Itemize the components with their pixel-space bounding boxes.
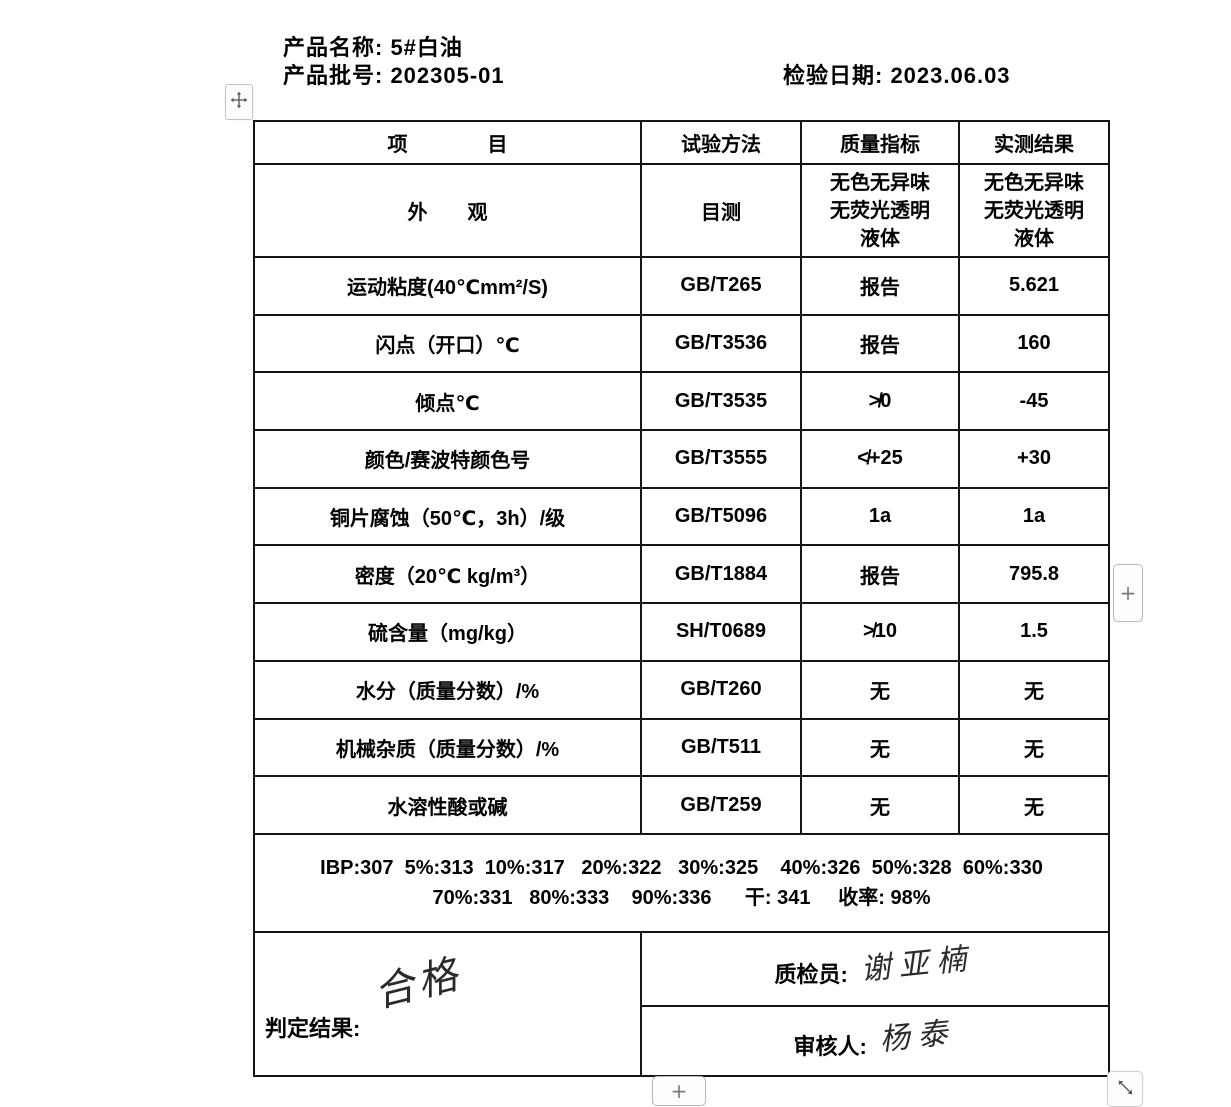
method-cell: GB/T1884 xyxy=(640,544,802,605)
spec-cell: 报告 xyxy=(800,313,960,374)
plus-icon: + xyxy=(670,1079,688,1103)
item-cell: 机械杂质（质量分数）/% xyxy=(253,717,642,778)
inspector-signature: 谢亚楠 xyxy=(859,941,977,988)
method-cell: GB/T3536 xyxy=(640,313,802,374)
item-cell: 密度（20℃ kg/m³） xyxy=(253,544,642,605)
spec-cell: 报告 xyxy=(800,544,960,605)
table-header-row: 项 目 试验方法 质量指标 实测结果 xyxy=(253,120,1110,165)
result-cell: -45 xyxy=(958,371,1110,432)
inspector-label: 质检员: xyxy=(774,961,848,987)
distillation-line-2: 70%:331 80%:333 90%:336 干: 341 收率: 98% xyxy=(432,886,931,909)
table-row: 铜片腐蚀（50℃，3h）/级 GB/T5096 1a 1a xyxy=(253,486,1110,547)
result-cell: 1.5 xyxy=(958,602,1110,662)
method-cell: GB/T265 xyxy=(640,256,802,316)
item-cell: 运动粘度(40℃mm²/S) xyxy=(253,256,642,316)
item-cell: 颜色/赛波特颜色号 xyxy=(253,429,642,489)
method-cell: GB/T511 xyxy=(640,717,802,778)
table-row: 密度（20℃ kg/m³） GB/T1884 报告 795.8 xyxy=(253,544,1110,605)
spec-cell: 无 xyxy=(800,659,960,720)
spec-cell: 无 xyxy=(800,775,960,835)
spec-cell: 报告 xyxy=(800,256,960,316)
result-cell: 无色无异味 无荧光透明 液体 xyxy=(958,163,1110,258)
table-row: 水分（质量分数）/% GB/T260 无 无 xyxy=(253,659,1110,720)
spec-cell: 1a xyxy=(800,486,960,547)
item-cell: 倾点℃ xyxy=(253,371,642,432)
table-row: 闪点（开口）℃ GB/T3536 报告 160 xyxy=(253,313,1110,374)
product-name-text: 产品名称: 5#白油 xyxy=(283,35,463,60)
method-cell: SH/T0689 xyxy=(640,602,802,662)
plus-icon: + xyxy=(1119,581,1137,605)
item-cell: 水分（质量分数）/% xyxy=(253,659,642,720)
inspector-cell: 质检员: 谢亚楠 xyxy=(640,930,1110,1007)
result-cell: 160 xyxy=(958,313,1110,374)
result-cell: 795.8 xyxy=(958,544,1110,605)
item-cell: 铜片腐蚀（50℃，3h）/级 xyxy=(253,486,642,547)
reviewer-signature: 杨泰 xyxy=(878,1015,958,1058)
table-row: 外 观 目测 无色无异味 无荧光透明 液体 无色无异味 无荧光透明 液体 xyxy=(253,163,1110,258)
insert-row-button[interactable]: + xyxy=(652,1076,706,1106)
item-cell: 外 观 xyxy=(253,163,642,258)
item-cell: 闪点（开口）℃ xyxy=(253,313,642,374)
result-cell: 无 xyxy=(958,717,1110,778)
result-cell: 5.621 xyxy=(958,256,1110,316)
table-row: 水溶性酸或碱 GB/T259 无 无 xyxy=(253,775,1110,835)
method-cell: GB/T259 xyxy=(640,775,802,835)
table-row: 硫含量（mg/kg） SH/T0689 ≯10 1.5 xyxy=(253,602,1110,662)
footer-row: 审核人: 杨泰 xyxy=(254,1004,1110,1077)
table-row: 运动粘度(40℃mm²/S) GB/T265 报告 5.621 xyxy=(253,256,1110,316)
item-cell: 硫含量（mg/kg） xyxy=(253,602,642,662)
table-row: 机械杂质（质量分数）/% GB/T511 无 无 xyxy=(253,717,1110,778)
distillation-cell: IBP:307 5%:313 10%:317 20%:322 30%:325 4… xyxy=(253,832,1110,933)
result-cell: 无 xyxy=(958,659,1110,720)
spec-cell: ≮+25 xyxy=(800,429,960,489)
inspection-date-text: 检验日期: 2023.06.03 xyxy=(783,63,1011,88)
method-cell: 目测 xyxy=(640,163,802,258)
method-cell: GB/T260 xyxy=(640,659,802,720)
verdict-label: 判定结果: xyxy=(265,1015,361,1041)
insert-column-button[interactable]: + xyxy=(1113,564,1143,622)
spec-cell: ≯10 xyxy=(800,602,960,662)
table-resize-handle[interactable] xyxy=(1107,1071,1143,1107)
resize-diagonal-icon xyxy=(1114,1076,1136,1103)
reviewer-label: 审核人: xyxy=(793,1033,867,1059)
reviewer-cell: 审核人: 杨泰 xyxy=(640,1004,1110,1077)
result-cell: 1a xyxy=(958,486,1110,547)
table-move-handle[interactable] xyxy=(225,84,253,120)
column-header-spec: 质量指标 xyxy=(800,120,960,165)
distillation-row: IBP:307 5%:313 10%:317 20%:322 30%:325 4… xyxy=(253,832,1110,933)
table-row: 颜色/赛波特颜色号 GB/T3555 ≮+25 +30 xyxy=(253,429,1110,489)
verdict-signature: 合格 xyxy=(369,950,467,1017)
column-header-item: 项 目 xyxy=(253,120,642,165)
spec-cell: 无色无异味 无荧光透明 液体 xyxy=(800,163,960,258)
item-cell: 水溶性酸或碱 xyxy=(253,775,642,835)
column-header-method: 试验方法 xyxy=(640,120,802,165)
move-arrows-icon xyxy=(229,90,249,115)
spec-cell: 无 xyxy=(800,717,960,778)
method-cell: GB/T3535 xyxy=(640,371,802,432)
inspection-table: 项 目 试验方法 质量指标 实测结果 外 观 目测 无色无异味 无荧光透明 液体… xyxy=(253,120,1110,1077)
result-cell: 无 xyxy=(958,775,1110,835)
batch-number-text: 产品批号: 202305-01 xyxy=(283,63,505,88)
method-cell: GB/T3555 xyxy=(640,429,802,489)
footer-row: 判定结果: 合格 质检员: 谢亚楠 xyxy=(253,930,1110,1077)
spec-cell: ≯0 xyxy=(800,371,960,432)
method-cell: GB/T5096 xyxy=(640,486,802,547)
verdict-cell: 判定结果: 合格 xyxy=(253,930,642,1077)
column-header-result: 实测结果 xyxy=(958,120,1110,165)
table-row: 倾点℃ GB/T3535 ≯0 -45 xyxy=(253,371,1110,432)
result-cell: +30 xyxy=(958,429,1110,489)
distillation-line-1: IBP:307 5%:313 10%:317 20%:322 30%:325 4… xyxy=(320,856,1043,879)
